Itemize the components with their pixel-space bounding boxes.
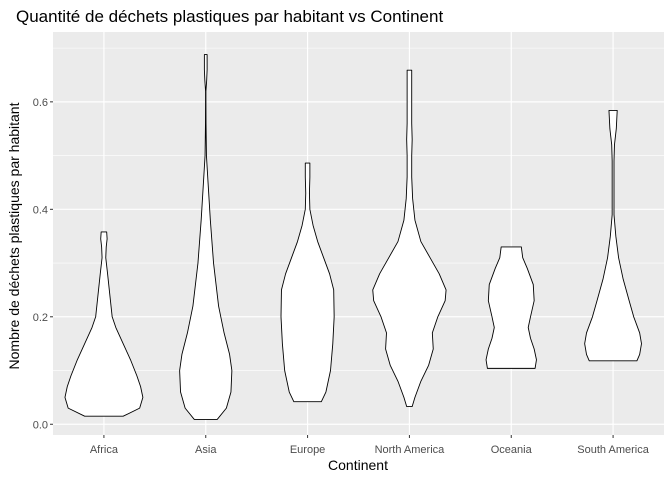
plot-panel: [53, 32, 664, 435]
y-tick-label: 0.6: [33, 97, 48, 109]
y-tick-label: 0.2: [33, 312, 48, 324]
x-tick-label: Oceania: [491, 444, 533, 456]
y-axis-title: Nombre de déchets plastiques par habitan…: [6, 102, 22, 369]
x-tick-label: Asia: [195, 444, 217, 456]
violin-europe: [280, 162, 335, 403]
y-tick-label: 0.4: [33, 204, 48, 216]
x-axis-title: Continent: [328, 457, 388, 473]
x-tick-label: South America: [577, 444, 649, 456]
violin-group: [64, 54, 642, 420]
violin-africa: [64, 231, 144, 417]
x-axis: Africa Asia Europe North America Oceania Sout…: [90, 435, 650, 456]
violin-asia: [179, 54, 233, 420]
panel-background: [53, 32, 664, 435]
x-tick-label: Europe: [290, 444, 325, 456]
violin-north-america: [372, 69, 447, 407]
violin-south-america: [584, 110, 642, 362]
y-axis: 0.0 0.2 0.4 0.6: [33, 97, 53, 431]
x-tick-label: Africa: [90, 444, 119, 456]
violin-oceania: [485, 246, 537, 369]
x-tick-label: North America: [375, 444, 446, 456]
chart-title: Quantité de déchets plastiques par habit…: [16, 7, 443, 26]
y-tick-label: 0.0: [33, 419, 48, 431]
